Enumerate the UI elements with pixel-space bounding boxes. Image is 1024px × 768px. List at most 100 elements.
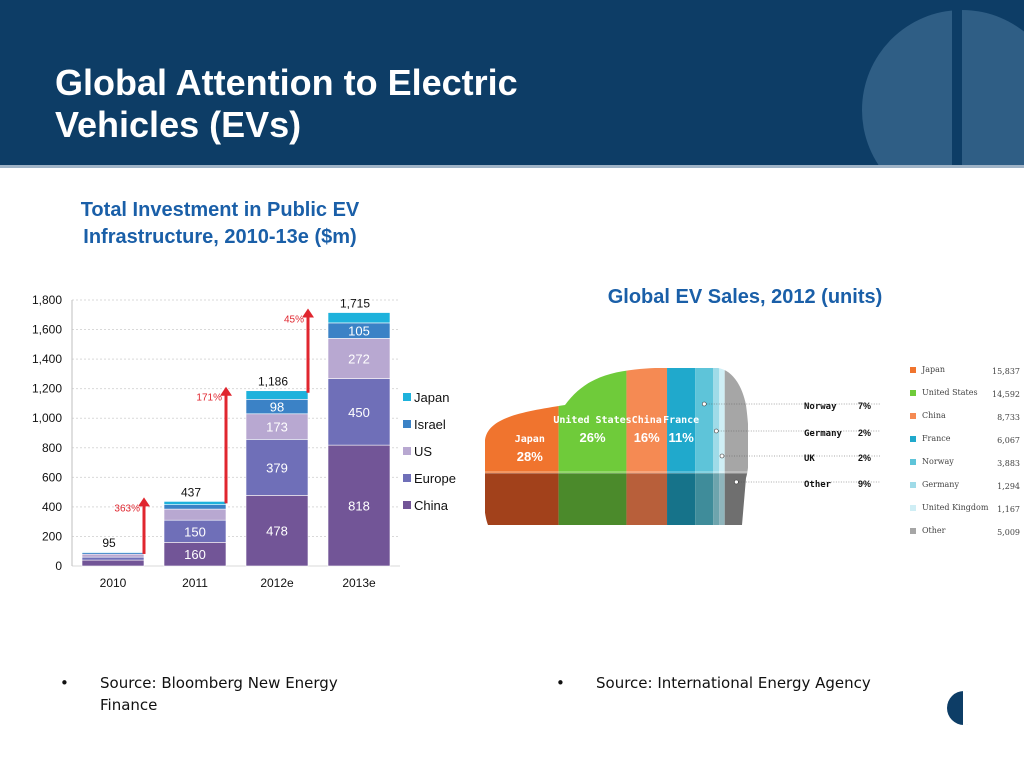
segment-label: 98 <box>270 400 284 415</box>
legend-swatch <box>403 447 411 455</box>
segment-label: 272 <box>348 352 370 367</box>
sales-legend-row: Norway 3,883 <box>908 457 1020 480</box>
decorative-circle-split <box>952 0 962 165</box>
source-text-right: Source: International Energy Agency <box>596 674 871 692</box>
legend-label: Israel <box>414 417 446 432</box>
sales-legend-value: 14,592 <box>992 390 1020 399</box>
bullet-glyph: • <box>60 674 69 692</box>
bar-segment-europe <box>245 439 309 496</box>
sales-legend-value: 1,167 <box>997 505 1020 514</box>
sales-legend-value: 5,009 <box>997 528 1020 537</box>
sales-legend-name: Japan <box>922 365 946 374</box>
sales-legend-name: Other <box>922 526 946 535</box>
growth-label: 363% <box>114 503 140 514</box>
segment-label: 105 <box>348 324 370 339</box>
slide-title-line1: Global Attention to Electric <box>55 62 518 103</box>
bar-segment-us <box>81 553 145 558</box>
sales-legend-row: Other 5,009 <box>908 526 1020 549</box>
car-segment-pct: 26% <box>580 430 606 445</box>
sales-legend-swatch <box>910 459 916 465</box>
sales-legend: Japan 15,837 United States 14,592 China 8,733… <box>908 365 1020 549</box>
bar-segment-japan <box>245 390 309 400</box>
sales-legend-swatch <box>910 436 916 442</box>
car-segment-base <box>713 473 720 525</box>
car-segment-other <box>724 368 748 473</box>
car-segment-germany <box>713 368 720 473</box>
car-segment-base <box>626 473 668 525</box>
x-tick-label: 2012e <box>260 576 294 590</box>
growth-arrow-head <box>220 386 232 396</box>
bar-segment-china <box>327 444 391 567</box>
sales-legend-swatch <box>910 367 916 373</box>
bar-segment-europe <box>81 556 145 561</box>
decorative-circle <box>862 10 1024 165</box>
bar-segment-us <box>245 413 309 440</box>
bar-total-label: 437 <box>181 485 201 499</box>
sales-legend-swatch <box>910 505 916 511</box>
segment-label: 478 <box>266 524 288 539</box>
car-segment-base <box>558 473 627 525</box>
bar-segment-europe <box>327 378 391 446</box>
callout-pct: 2% <box>858 453 871 463</box>
y-tick-label: 200 <box>42 529 62 543</box>
car-segment-base <box>667 473 696 525</box>
bar-total-label: 1,715 <box>340 297 370 311</box>
y-tick-label: 600 <box>42 470 62 484</box>
car-body <box>483 368 749 525</box>
x-tick-label: 2010 <box>100 576 127 590</box>
y-tick-label: 400 <box>42 500 62 514</box>
bar-segment-us <box>163 508 227 521</box>
sales-chart-title: Global EV Sales, 2012 (units) <box>607 286 883 308</box>
car-segment-base <box>485 473 559 525</box>
car-segment-pct: 16% <box>634 430 660 445</box>
y-tick-label: 1,200 <box>32 382 62 396</box>
sales-legend-name: United Kingdom <box>922 503 989 512</box>
growth-label: 45% <box>284 315 304 326</box>
sales-legend-value: 8,733 <box>997 413 1020 422</box>
y-tick-label: 1,800 <box>32 293 62 307</box>
slide-title: Global Attention to Electric Vehicles (E… <box>55 62 755 146</box>
segment-label: 150 <box>184 524 206 539</box>
sales-legend-row: France 6,067 <box>908 434 1020 457</box>
car-segment-pct: 28% <box>517 449 543 464</box>
car-segment-base <box>695 473 714 525</box>
car-segment-base <box>724 473 748 525</box>
sales-legend-value: 1,294 <box>997 482 1020 491</box>
bar-segment-japan <box>163 501 227 505</box>
bar-segment-china <box>81 559 145 567</box>
sales-legend-name: France <box>922 434 951 443</box>
sales-legend-value: 3,883 <box>997 459 1020 468</box>
segment-label: 818 <box>348 499 370 514</box>
car-segment-pct: 11% <box>668 430 694 445</box>
callout-dot <box>734 479 739 485</box>
sales-legend-name: China <box>922 411 946 420</box>
growth-arrow-head <box>138 497 150 507</box>
segment-label: 173 <box>266 420 288 435</box>
callout-pct: 9% <box>858 479 871 489</box>
y-tick-label: 800 <box>42 441 62 455</box>
sales-legend-name: Norway <box>922 457 954 466</box>
sales-legend-row: United Kingdom 1,167 <box>908 503 1020 526</box>
legend-swatch <box>403 420 411 428</box>
investment-chart: 0 200 400 600 800 1,000 1,200 1,400 1,600 1,800 95… <box>32 293 456 590</box>
bar-total-label: 1,186 <box>258 375 288 389</box>
car-segment-name: Japan <box>515 434 545 445</box>
bullet-glyph: • <box>556 674 565 692</box>
segment-label: 450 <box>348 405 370 420</box>
callout-name: Norway <box>804 402 837 412</box>
slide-title-line2: Vehicles (EVs) <box>55 104 302 145</box>
company-logo <box>947 690 982 726</box>
sales-legend-row: China 8,733 <box>908 411 1020 434</box>
legend-swatch <box>403 474 411 482</box>
source-text-left: Source: Bloomberg New Energy Finance <box>100 674 338 714</box>
car-segment-norway <box>695 368 714 473</box>
sales-legend-row: United States 14,592 <box>908 388 1020 411</box>
sales-legend-name: United States <box>922 388 978 397</box>
legend-label: Japan <box>414 390 449 405</box>
callout-pct: 7% <box>858 401 871 411</box>
callout-name: Germany <box>804 429 843 439</box>
segment-label: 160 <box>184 547 206 562</box>
car-segment-name: United States <box>553 414 631 426</box>
callout-dot <box>713 428 719 434</box>
callout-pct: 2% <box>858 428 871 438</box>
